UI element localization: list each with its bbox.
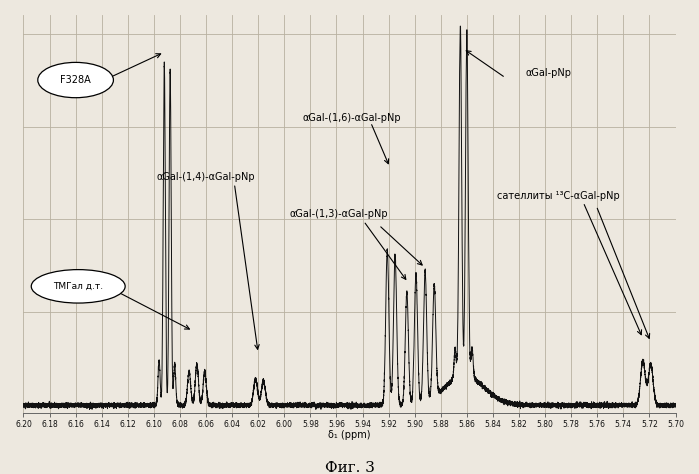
Ellipse shape bbox=[31, 270, 125, 303]
Text: ТМГал д.т.: ТМГал д.т. bbox=[53, 282, 103, 291]
Text: αGal-(1,6)-αGal-pNp: αGal-(1,6)-αGal-pNp bbox=[303, 113, 401, 123]
Text: αGal-(1,3)-αGal-pNp: αGal-(1,3)-αGal-pNp bbox=[289, 210, 389, 219]
Text: Фиг. 3: Фиг. 3 bbox=[324, 461, 375, 474]
Text: αGal-pNp: αGal-pNp bbox=[526, 68, 572, 78]
Text: F328A: F328A bbox=[60, 75, 91, 85]
Ellipse shape bbox=[38, 63, 113, 98]
Text: сателлиты ¹³C-αGal-pNp: сателлиты ¹³C-αGal-pNp bbox=[497, 191, 619, 201]
Text: αGal-(1,4)-αGal-pNp: αGal-(1,4)-αGal-pNp bbox=[157, 172, 255, 182]
X-axis label: δ₁ (ppm): δ₁ (ppm) bbox=[329, 430, 370, 440]
